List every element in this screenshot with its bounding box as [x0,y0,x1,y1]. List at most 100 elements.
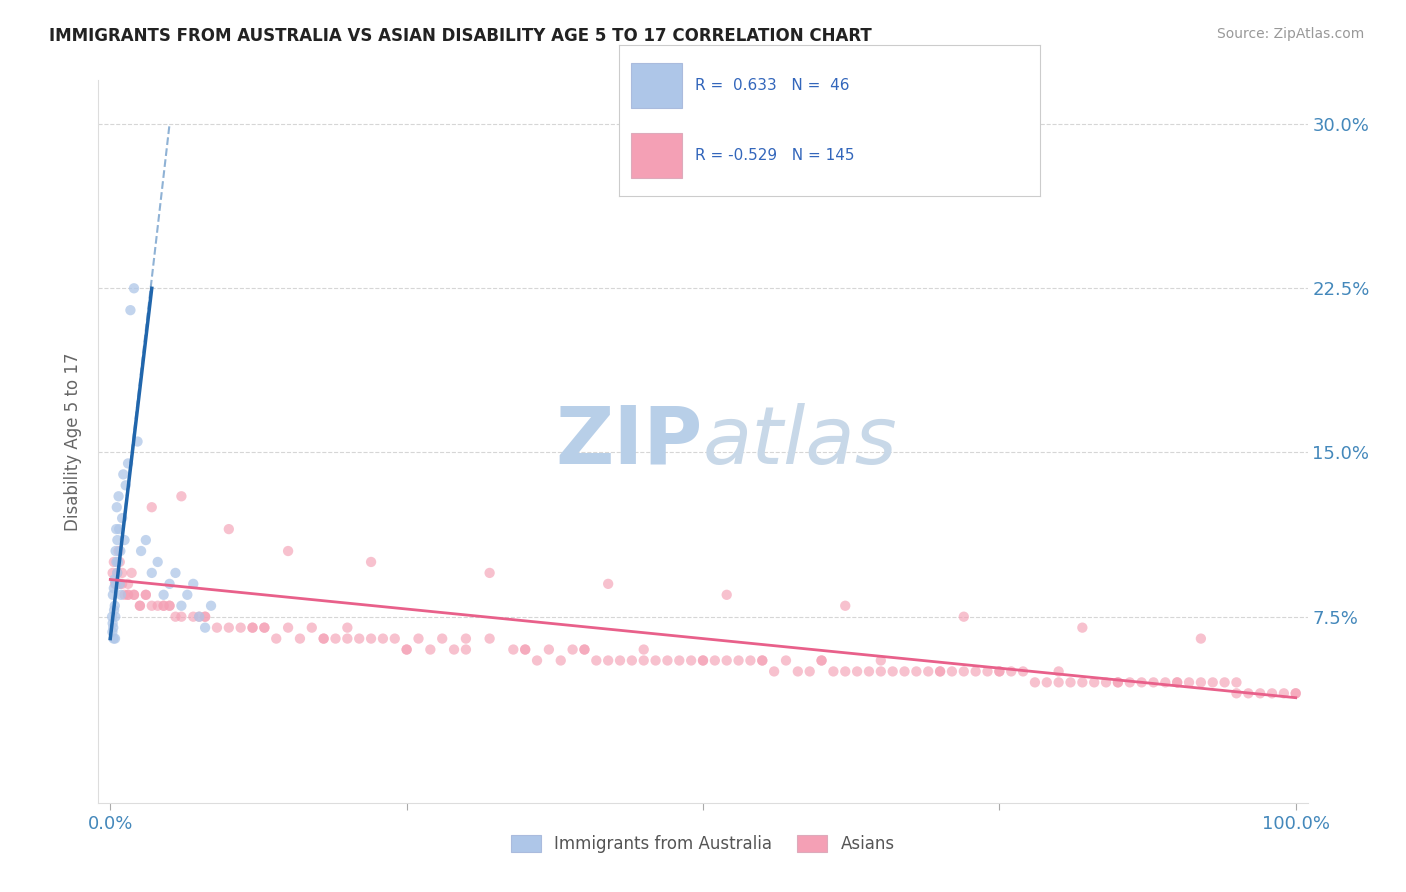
Point [108,555,131,569]
Point [988,665,1011,679]
Point [360,555,382,569]
Point [105,566,128,580]
Point [1154,675,1177,690]
Point [1178,675,1201,690]
Point [121,566,143,580]
Point [1249,686,1271,700]
Point [823,665,845,679]
Point [107,489,129,503]
Point [114,588,136,602]
Point [135,588,157,602]
Point [657,653,679,667]
Point [181,609,204,624]
Point [371,632,394,646]
Point [159,577,181,591]
Point [941,665,963,679]
Point [117,588,139,602]
Point [1047,675,1070,690]
Point [952,609,974,624]
Text: R = -0.529   N = 145: R = -0.529 N = 145 [695,148,853,163]
Point [598,653,620,667]
Point [103,573,125,587]
Point [111,566,134,580]
Bar [631,62,682,108]
Point [188,609,211,624]
Point [176,588,198,602]
Point [194,621,217,635]
Point [952,665,974,679]
Point [104,609,127,624]
Point [1285,686,1308,700]
Point [515,642,537,657]
Point [104,632,127,646]
Point [1202,675,1225,690]
Point [218,522,240,536]
Point [122,281,145,295]
Point [905,665,928,679]
Point [799,665,821,679]
Point [609,653,631,667]
Point [1107,675,1129,690]
Point [716,588,738,602]
Point [1000,665,1022,679]
Text: ZIP: ZIP [555,402,703,481]
Point [1272,686,1295,700]
Point [537,642,560,657]
Point [114,533,136,547]
Point [101,588,124,602]
Point [107,544,129,558]
Point [127,434,149,449]
Y-axis label: Disability Age 5 to 17: Disability Age 5 to 17 [65,352,83,531]
Point [633,653,655,667]
Point [170,609,193,624]
Point [242,621,264,635]
Point [1012,665,1035,679]
Point [141,566,163,580]
Point [117,457,139,471]
Point [141,599,163,613]
Point [1130,675,1153,690]
Point [129,599,152,613]
Point [668,653,690,667]
Point [1071,621,1094,635]
Point [104,599,127,613]
Point [834,599,856,613]
Point [107,555,129,569]
Point [105,566,128,580]
Point [110,588,132,602]
Point [101,566,124,580]
Point [141,500,163,515]
Point [1189,675,1212,690]
Point [574,642,596,657]
Point [633,642,655,657]
Point [152,599,174,613]
Point [325,632,347,646]
Point [1071,675,1094,690]
Point [917,665,939,679]
Point [751,653,773,667]
Point [988,665,1011,679]
Point [105,533,128,547]
Point [1047,665,1070,679]
Point [1237,686,1260,700]
Point [103,555,125,569]
Point [122,588,145,602]
Point [288,632,311,646]
Point [681,653,703,667]
Point [751,653,773,667]
Point [104,544,127,558]
Point [277,544,299,558]
Point [205,621,228,635]
Point [786,665,808,679]
Point [1095,675,1118,690]
Point [408,632,430,646]
Point [101,625,124,640]
Point [454,632,477,646]
Point [165,566,187,580]
Text: Source: ZipAtlas.com: Source: ZipAtlas.com [1216,27,1364,41]
Point [775,653,797,667]
Point [1036,675,1059,690]
Point [108,577,131,591]
Point [869,653,891,667]
Point [1225,675,1247,690]
